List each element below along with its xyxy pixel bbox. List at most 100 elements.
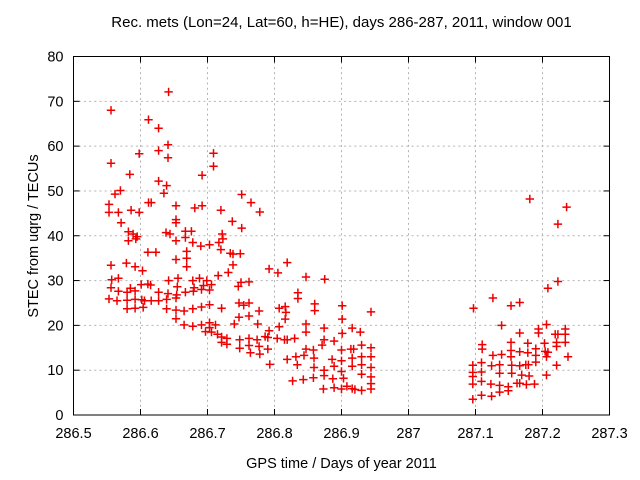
data-point — [366, 363, 376, 372]
data-point — [209, 149, 218, 158]
data-point — [299, 351, 309, 360]
data-point — [366, 343, 376, 352]
data-point — [495, 387, 504, 397]
data-point — [230, 319, 239, 329]
data-point — [563, 352, 573, 361]
data-point — [205, 323, 214, 332]
x-tick-label: 287 — [396, 426, 420, 442]
data-point — [146, 280, 155, 290]
data-point — [299, 375, 308, 384]
data-point — [171, 255, 181, 264]
data-point — [273, 334, 282, 343]
data-point — [179, 320, 189, 330]
data-point — [497, 350, 506, 359]
data-point — [542, 352, 551, 361]
data-point — [497, 321, 506, 330]
data-point — [507, 369, 516, 378]
y-tick-label: 40 — [47, 229, 63, 245]
x-tick-label: 286.9 — [323, 426, 359, 442]
data-point — [291, 352, 301, 361]
data-point — [290, 334, 299, 343]
y-tick-label: 0 — [55, 408, 63, 424]
data-point — [329, 336, 339, 346]
data-point — [188, 322, 197, 331]
data-point — [126, 206, 136, 215]
data-point — [246, 198, 256, 207]
data-point — [197, 285, 206, 294]
data-point — [234, 282, 243, 291]
data-point — [234, 298, 244, 308]
data-point — [187, 227, 196, 236]
data-point — [357, 386, 366, 395]
data-point — [254, 306, 264, 316]
data-point — [507, 361, 516, 370]
data-point — [252, 335, 262, 344]
data-point — [357, 340, 366, 350]
y-tick-label: 30 — [47, 274, 63, 290]
data-point — [235, 344, 244, 353]
data-point — [542, 370, 551, 380]
data-point — [228, 217, 237, 226]
data-point — [522, 380, 531, 389]
data-point — [224, 268, 233, 277]
data-point — [281, 314, 290, 324]
data-point — [468, 361, 477, 370]
data-point — [543, 284, 553, 293]
data-point — [327, 355, 337, 364]
data-point — [337, 384, 346, 394]
data-point — [216, 206, 226, 215]
grid-lines — [73, 56, 610, 415]
data-point — [488, 351, 498, 360]
data-point — [106, 159, 116, 168]
data-point — [309, 363, 319, 372]
data-point — [196, 241, 205, 251]
data-point — [543, 348, 553, 357]
chart-title: Rec. mets (Lon=24, Lat=60, h=HE), days 2… — [111, 14, 571, 31]
data-point — [477, 377, 486, 386]
data-point — [337, 356, 346, 365]
data-point — [348, 353, 357, 363]
data-point — [114, 208, 123, 217]
data-point — [122, 304, 132, 313]
data-point — [515, 298, 524, 307]
data-point — [515, 347, 524, 356]
data-point — [211, 320, 220, 330]
data-point — [122, 258, 131, 268]
data-point — [228, 260, 238, 270]
y-tick-labels: 0 10 20 30 40 50 60 70 80 — [47, 50, 63, 425]
data-point — [154, 124, 163, 133]
data-point — [342, 382, 352, 391]
data-point — [553, 219, 563, 229]
data-point — [288, 376, 297, 386]
data-point — [283, 355, 292, 364]
data-point — [552, 361, 561, 370]
data-point — [162, 304, 171, 313]
data-point — [486, 379, 496, 389]
data-point — [523, 339, 532, 348]
data-point — [162, 181, 171, 190]
data-point — [147, 296, 156, 305]
data-point — [154, 146, 163, 155]
data-point — [319, 335, 329, 344]
x-tick-label: 286.7 — [189, 426, 225, 442]
data-point — [171, 236, 181, 245]
data-point — [561, 338, 570, 347]
data-point — [468, 395, 477, 404]
data-point — [357, 360, 366, 369]
data-point — [239, 301, 248, 310]
data-point — [264, 326, 274, 335]
data-point — [125, 170, 134, 179]
data-point — [199, 281, 208, 290]
data-point — [135, 149, 144, 158]
data-point — [106, 106, 116, 115]
data-point — [366, 307, 376, 317]
data-point — [131, 234, 140, 244]
data-point — [106, 261, 116, 270]
data-point — [171, 201, 181, 210]
data-point — [542, 320, 551, 329]
data-point — [329, 383, 339, 392]
data-point — [244, 298, 254, 308]
data-point — [525, 194, 534, 204]
data-point — [217, 338, 226, 347]
